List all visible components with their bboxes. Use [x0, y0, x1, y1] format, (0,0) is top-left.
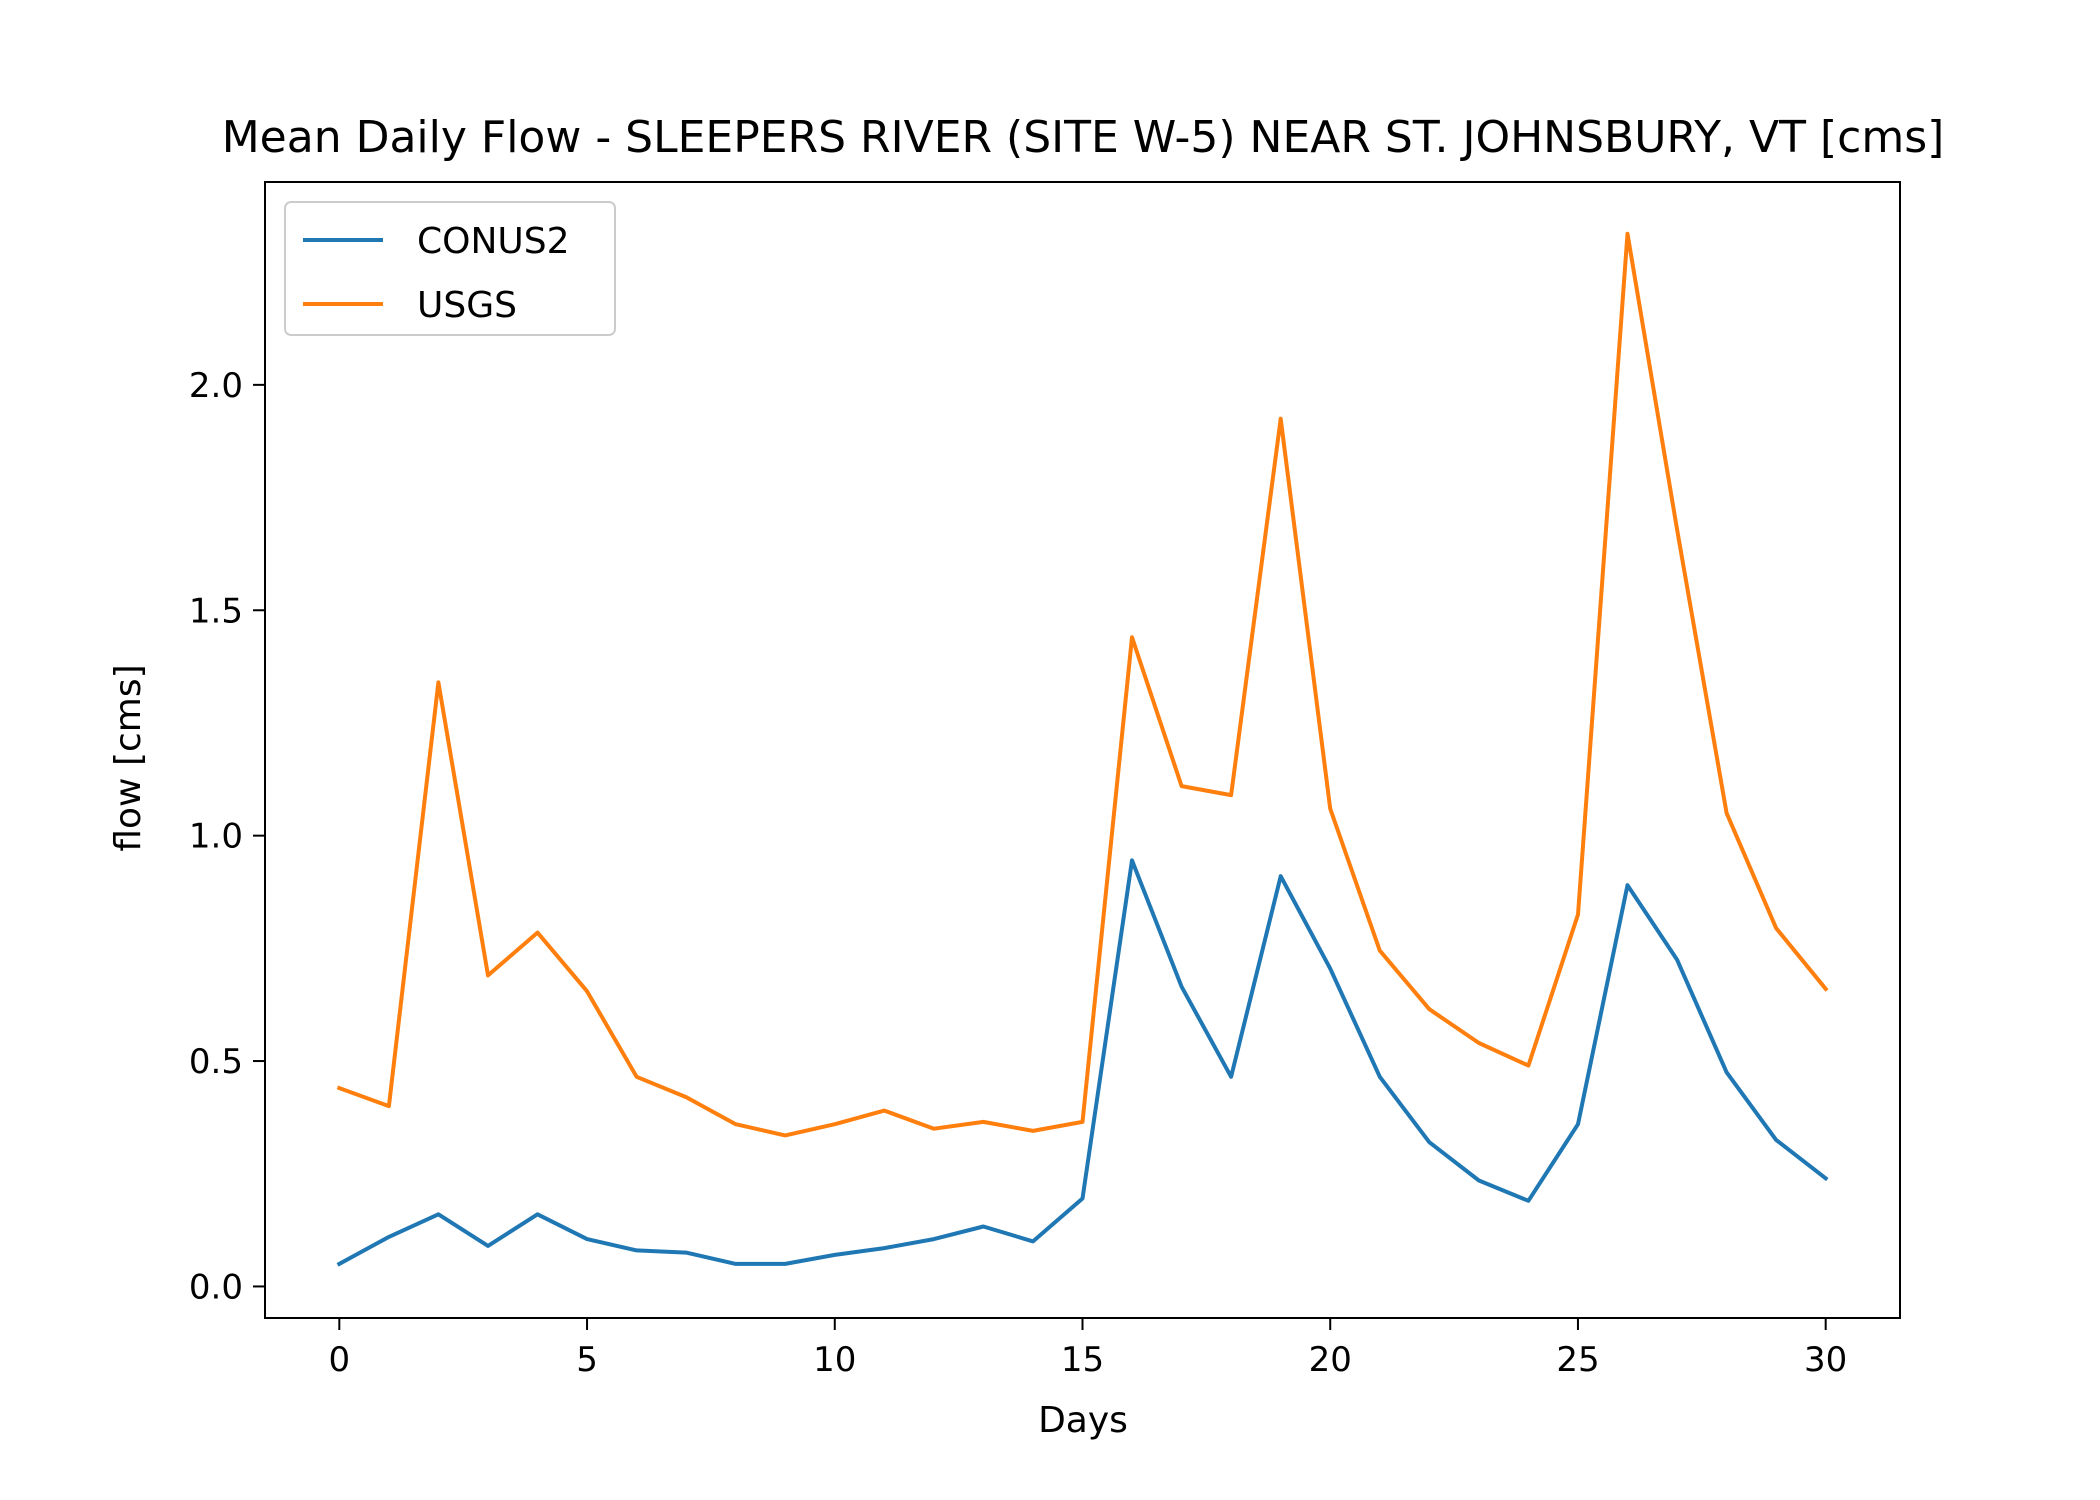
x-tick-label: 15 [1061, 1340, 1104, 1380]
series-line-conus2 [336, 858, 1829, 1267]
axes: 0 5 10 15 20 25 30 0.0 0.5 1.0 1.5 2.0 [189, 181, 1901, 1380]
x-tick-label: 5 [576, 1340, 598, 1380]
y-tick-label: 1.5 [189, 591, 243, 631]
x-tick-label: 20 [1309, 1340, 1352, 1380]
chart-title: Mean Daily Flow - SLEEPERS RIVER (SITE W… [222, 112, 1945, 163]
x-axis-label: Days [1038, 1400, 1128, 1441]
legend: CONUS2 USGS [284, 201, 616, 336]
x-tick-label: 0 [328, 1340, 350, 1380]
y-axis-label: flow [cms] [108, 664, 149, 851]
legend-box [284, 201, 616, 336]
y-tick-label: 0.5 [189, 1042, 243, 1082]
x-tick-label: 10 [813, 1340, 856, 1380]
plot-area [336, 231, 1829, 1267]
x-tick-label: 25 [1556, 1340, 1599, 1380]
y-tick-label: 1.0 [189, 817, 243, 857]
x-tick-label: 30 [1804, 1340, 1847, 1380]
series-line-usgs [336, 231, 1829, 1138]
legend-label-usgs: USGS [417, 285, 517, 326]
y-tick-label: 0.0 [189, 1267, 243, 1307]
legend-label-conus2: CONUS2 [417, 221, 570, 262]
y-tick-label: 2.0 [189, 366, 243, 406]
